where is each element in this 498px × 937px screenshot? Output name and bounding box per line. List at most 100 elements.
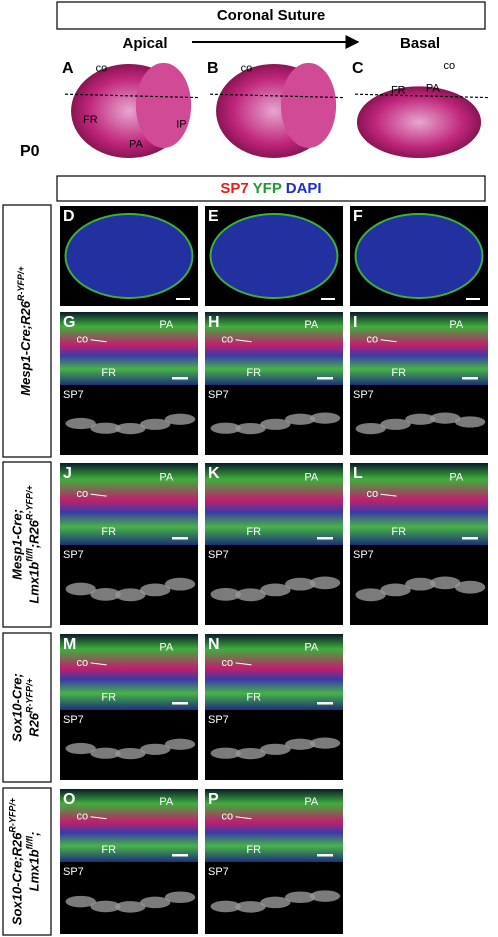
region-label: FR: [83, 114, 98, 126]
region-label: co: [367, 488, 379, 500]
panel-letter: L: [353, 465, 363, 482]
sp7-signal: [140, 418, 171, 430]
region-label: FR: [391, 367, 406, 379]
scale-bar: [172, 537, 188, 540]
pointer-line: [380, 339, 397, 343]
sp7-signal: [309, 412, 341, 424]
scale-bar: [317, 377, 333, 380]
pointer-line: [90, 339, 107, 343]
genotype-label: Sox10-Cre;: [10, 673, 25, 742]
region-label: FR: [391, 85, 406, 97]
dashed-line: [354, 93, 489, 99]
sp7-signal: [260, 896, 291, 909]
pointer-line: [90, 816, 107, 820]
sp7-signal: [65, 742, 96, 755]
sp7-signal: [380, 418, 411, 430]
panel-letter: P: [208, 791, 219, 808]
sp7-signal: [285, 891, 316, 904]
sp7-signal: [260, 583, 291, 597]
title: Coronal Suture: [217, 7, 325, 24]
region-label: co: [444, 60, 456, 72]
region-label: FR: [246, 692, 261, 704]
region-label: PA: [159, 642, 174, 654]
section-image: [354, 213, 484, 299]
basal-label: Basal: [400, 35, 440, 52]
fluorescence-image: [205, 789, 343, 862]
fluorescence-image: [350, 463, 488, 545]
region-label: co: [222, 334, 234, 346]
fluorescence-image: [60, 312, 198, 385]
sp7-signal: [235, 422, 266, 435]
region-label: PA: [304, 642, 319, 654]
sp7-signal: [235, 747, 266, 760]
panel-letter: N: [208, 636, 220, 653]
panel-letter: E: [208, 208, 219, 225]
pointer-line: [235, 339, 252, 343]
scale-bar: [466, 298, 480, 300]
genotype-label: Sox10-Cre;R26R-YFP/+: [8, 797, 25, 925]
sp7-signal: [164, 577, 196, 591]
region-label: PA: [449, 319, 464, 331]
channel-label: SP7: [63, 714, 84, 726]
region-label: co: [77, 811, 89, 823]
channel-label: SP7: [208, 714, 229, 726]
sp7-signal: [235, 901, 266, 913]
fluorescence-image: [205, 312, 343, 385]
region-label: FR: [246, 844, 261, 856]
fluorescence-image: [60, 789, 198, 862]
sp7-label: SP7: [220, 180, 248, 197]
panel-letter: O: [63, 791, 75, 808]
pointer-line: [235, 662, 252, 666]
region-label: co: [77, 334, 89, 346]
fluorescence-image: [60, 463, 198, 545]
region-label: co: [367, 334, 379, 346]
channel-label: SP7: [63, 549, 84, 561]
dapi-label: DAPI: [286, 180, 322, 197]
region-label: co: [222, 657, 234, 669]
legend-box: [56, 175, 486, 202]
region-label: PA: [129, 139, 144, 151]
sp7-signal: [430, 576, 461, 590]
region-label: co: [241, 62, 253, 74]
sp7-signal: [405, 413, 436, 425]
genotype-label: Mesp1-Cre;R26R-YFP/+: [16, 266, 33, 396]
channel-label: SP7: [63, 866, 84, 878]
region-label: co: [222, 811, 234, 823]
sp7-signal: [430, 412, 461, 424]
sp7-signal: [210, 747, 241, 759]
genotype-text: ;: [27, 832, 42, 836]
pointer-line: [380, 493, 397, 497]
sp7-signal: [90, 900, 121, 913]
panel-letter: M: [63, 636, 76, 653]
region-label: PA: [426, 83, 441, 95]
sp7-signal: [115, 588, 146, 602]
scale-bar: [172, 854, 188, 857]
region-label: FR: [246, 367, 261, 379]
genotype-superscript: fl/fl: [25, 548, 35, 562]
sp7-signal: [164, 738, 196, 750]
region-label: PA: [159, 796, 174, 808]
genotype-superscript: R-YFP/+: [8, 797, 18, 833]
genotype-box: [2, 204, 52, 458]
genotype-superscript: R-YFP/+: [25, 485, 35, 521]
sp7-signal: [309, 890, 341, 902]
dashed-line: [209, 93, 344, 99]
scale-bar: [321, 298, 335, 300]
skull-image: [135, 62, 192, 148]
channel-label: SP7: [208, 866, 229, 878]
sp7-signal: [285, 577, 316, 591]
section-image: [64, 213, 194, 299]
scale-bar: [172, 377, 188, 380]
sp7-signal: [235, 588, 266, 602]
fluorescence-image: [60, 634, 198, 710]
sp7-signal: [65, 417, 96, 430]
channel-label: SP7: [208, 389, 229, 401]
sp7-signal: [454, 416, 486, 428]
genotype-box: [2, 461, 52, 628]
genotype-superscript: fl/fl: [25, 835, 35, 849]
sp7-signal: [115, 901, 146, 913]
panel-letter: H: [208, 314, 220, 331]
stage-label: P0: [20, 143, 40, 160]
genotype-text: Sox10-Cre;R26: [10, 832, 25, 925]
region-label: IP: [176, 118, 186, 130]
